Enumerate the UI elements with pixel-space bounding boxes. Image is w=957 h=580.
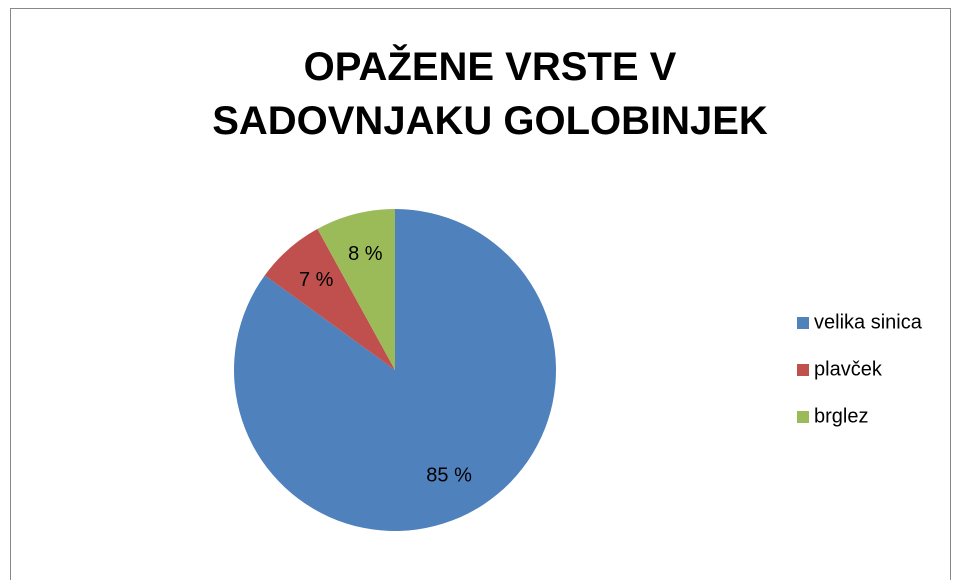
data-label: 85 % xyxy=(426,464,472,486)
legend-swatch xyxy=(797,411,809,423)
data-label: 8 % xyxy=(348,243,383,265)
legend-label: velika sinica xyxy=(814,311,923,333)
legend-label: brglez xyxy=(814,405,868,427)
legend-label: plavček xyxy=(814,358,883,380)
legend-swatch xyxy=(797,317,809,329)
data-label: 7 % xyxy=(299,269,334,291)
pie-slice xyxy=(234,209,556,532)
legend-swatch xyxy=(797,364,809,376)
pie-slice xyxy=(264,228,395,370)
pie-slice xyxy=(317,209,395,370)
chart-title: OPAŽENE VRSTE V SADOVNJAKU GOLOBINJEK xyxy=(212,45,768,143)
